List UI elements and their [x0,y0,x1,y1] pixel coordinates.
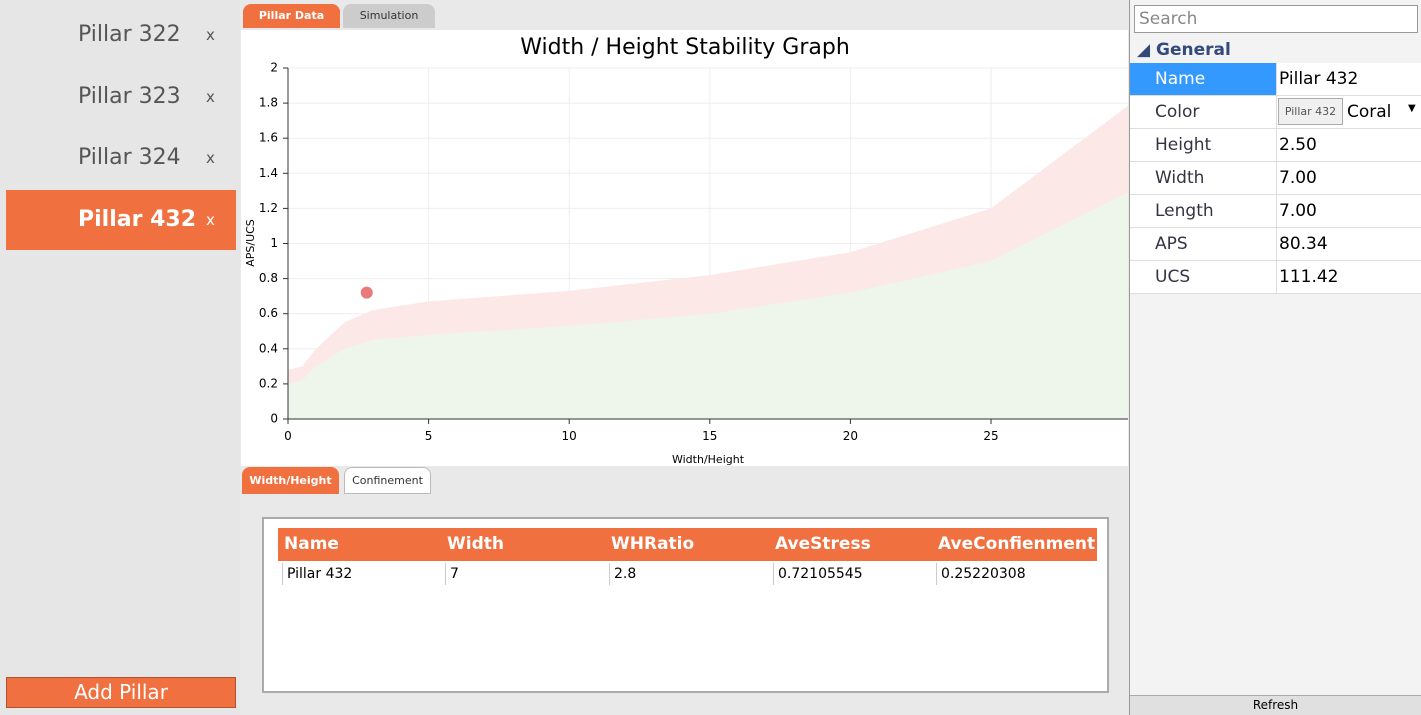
close-button[interactable]: x [206,87,215,106]
property-value: 7.00 [1279,201,1317,221]
table-cell: 7 [445,563,608,585]
close-button[interactable]: x [206,210,215,229]
y-tick-label: 0.6 [259,306,278,320]
y-tick-label: 2 [270,61,278,75]
table-cell: 2.8 [609,563,772,585]
property-key: UCS [1130,261,1277,293]
pillar-item[interactable]: Pillar 323 x [6,67,236,127]
property-key: Name [1130,63,1277,95]
y-tick-label: 0.4 [259,341,278,355]
column-header[interactable]: Width [447,534,504,554]
y-tick-label: 1 [270,236,278,250]
property-row[interactable]: Width 7.00 [1130,162,1421,195]
y-tick-label: 0.2 [259,376,278,390]
group-header[interactable]: ◢ General [1137,40,1231,60]
pillar-item[interactable]: Pillar 322 x [6,5,236,65]
property-row[interactable]: APS 80.34 [1130,228,1421,261]
property-row[interactable]: Name Pillar 432 [1130,63,1421,96]
x-tick-label: 5 [425,429,433,443]
pillar-item[interactable]: Pillar 324 x [6,128,236,188]
tab[interactable]: Confinement [344,467,431,494]
tab[interactable]: Simulation [343,4,435,28]
graph: Width / Height Stability Graph 0 0.2 0.4 0.6… [241,30,1128,466]
x-tick-label: 20 [843,429,858,443]
y-tick-label: 1.2 [259,201,278,215]
x-axis-label: Width/Height [672,453,745,466]
property-value: 111.42 [1279,267,1339,287]
x-tick-label: 10 [562,429,577,443]
property-value: Coral [1347,102,1392,122]
table-cell: Pillar 432 [282,563,445,585]
y-tick-label: 1.4 [259,166,278,180]
property-row[interactable]: Color Coral Pillar 432 ▼ [1130,96,1421,129]
table-cell: 0.72105545 [773,563,936,585]
property-value: 2.50 [1279,135,1317,155]
x-tick-label: 15 [702,429,717,443]
pillar-name: Pillar 432 [78,206,197,232]
property-key: Width [1130,162,1277,194]
y-axis-label: APS/UCS [244,219,257,267]
refresh-button[interactable]: Refresh [1130,695,1421,715]
tooltip: Pillar 432 [1278,98,1343,125]
property-value: 7.00 [1279,168,1317,188]
property-value: Pillar 432 [1279,69,1359,89]
pillar-item[interactable]: Pillar 432 x [6,189,236,250]
table-cell: 0.25220308 [936,563,1095,585]
dropdown-arrow: ▼ [1408,103,1416,114]
x-tick-label: 0 [284,429,292,443]
y-tick-label: 0.8 [259,271,278,285]
close-button[interactable]: x [206,149,215,167]
y-tick-label: 0 [270,412,278,426]
property-row[interactable]: Height 2.50 [1130,129,1421,162]
property-value: 80.34 [1279,234,1328,254]
graph-title: Width / Height Stability Graph [520,35,850,60]
pillar-name: Pillar 323 [78,83,181,109]
group-label: General [1156,40,1231,60]
add-pillar-button[interactable]: Add Pillar [6,677,236,708]
close-button[interactable]: x [206,26,215,44]
pillar-name: Pillar 322 [78,22,181,47]
band-area [288,192,1128,419]
table-row: Pillar 432 7 2.8 0.72105545 0.25220308 [278,563,1097,585]
property-key: Color [1130,96,1277,128]
property-key: Length [1130,195,1277,227]
column-header[interactable]: AveConfienment [938,534,1096,554]
tab[interactable]: Width/Height [242,467,339,494]
column-header[interactable]: Name [284,534,339,554]
sidebar [0,0,240,715]
column-header[interactable]: WHRatio [611,534,695,554]
column-header[interactable]: AveStress [775,534,871,554]
data-point [360,286,373,299]
x-tick-label: 25 [983,429,998,443]
table-header: Name Width WHRatio AveStress AveConfienment [278,528,1097,561]
y-tick-label: 1.6 [259,131,278,145]
pillar-name: Pillar 324 [78,145,181,170]
property-key: Height [1130,129,1277,161]
search-box[interactable]: Search [1134,5,1418,33]
tab[interactable]: Pillar Data [243,4,340,28]
property-row[interactable]: Length 7.00 [1130,195,1421,228]
property-key: APS [1130,228,1277,260]
y-tick-label: 1.8 [259,96,278,110]
property-row[interactable]: UCS 111.42 [1130,261,1421,294]
